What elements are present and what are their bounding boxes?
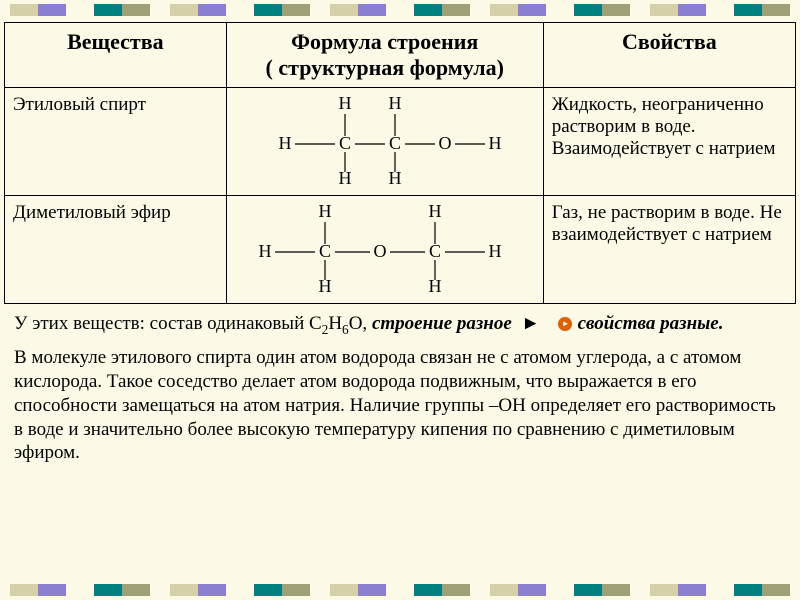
cell-name: Этиловый спирт (5, 88, 227, 196)
svg-text:C: C (389, 133, 401, 153)
stripe-block (10, 4, 150, 16)
svg-text:H: H (338, 94, 351, 113)
stripe-block (170, 4, 310, 16)
stripe-block (330, 4, 470, 16)
stripe-block (650, 584, 790, 596)
th-formula: Формула строения ( структурная формула) (226, 23, 543, 88)
note1-prefix: У этих веществ: состав одинаковый C (14, 313, 322, 334)
note1-italic1: строение разное (372, 313, 512, 334)
stripe-block (330, 584, 470, 596)
stripe-block (490, 4, 630, 16)
note1-mid1: H (328, 313, 342, 334)
note1-italic2-text: свойства разные. (578, 313, 724, 334)
cell-name: Диметиловый эфир (5, 196, 227, 304)
note1-sub2: 6 (342, 322, 349, 337)
th-substances: Вещества (5, 23, 227, 88)
svg-text:H: H (278, 133, 291, 153)
table-row: Этиловый спирт HHHCCOHHH Жидкость, неогр… (5, 88, 796, 196)
top-stripe-row (0, 0, 800, 20)
svg-text:H: H (258, 241, 271, 261)
svg-text:C: C (339, 133, 351, 153)
note-composition: У этих веществ: состав одинаковый C2H6O,… (0, 304, 800, 342)
svg-text:H: H (338, 168, 351, 188)
cell-props: Газ, не растворим в воде. Не взаимодейст… (543, 196, 795, 304)
comparison-table: Вещества Формула строения ( структурная … (4, 22, 796, 304)
cell-formula-dme: HHHCOCHHH (226, 196, 543, 304)
svg-text:O: O (373, 241, 386, 261)
note1-mid2: O, (349, 313, 372, 334)
th-properties: Свойства (543, 23, 795, 88)
arrow-glyph: ► (521, 313, 540, 334)
stripe-block (490, 584, 630, 596)
svg-text:H: H (428, 202, 441, 221)
th-formula-line1: Формула строения (235, 29, 535, 55)
svg-text:C: C (429, 241, 441, 261)
stripe-block (170, 584, 310, 596)
svg-text:H: H (388, 94, 401, 113)
stripe-block (10, 584, 150, 596)
svg-text:H: H (488, 133, 501, 153)
svg-text:C: C (319, 241, 331, 261)
note-explanation: В молекуле этилового спирта один атом во… (0, 342, 800, 465)
cell-props: Жидкость, неограниченно растворим в воде… (543, 88, 795, 196)
svg-text:H: H (428, 276, 441, 296)
bullet-icon (558, 317, 572, 331)
bottom-stripe-row (0, 580, 800, 600)
stripe-block (650, 4, 790, 16)
th-formula-line2: ( структурная формула) (235, 55, 535, 81)
svg-text:O: O (438, 133, 451, 153)
note1-italic2: свойства разные. (550, 313, 724, 334)
svg-text:H: H (488, 241, 501, 261)
svg-text:H: H (388, 168, 401, 188)
cell-formula-ethanol: HHHCCOHHH (226, 88, 543, 196)
table-row: Диметиловый эфир HHHCOCHHH Газ, не раств… (5, 196, 796, 304)
svg-text:H: H (318, 202, 331, 221)
svg-text:H: H (318, 276, 331, 296)
